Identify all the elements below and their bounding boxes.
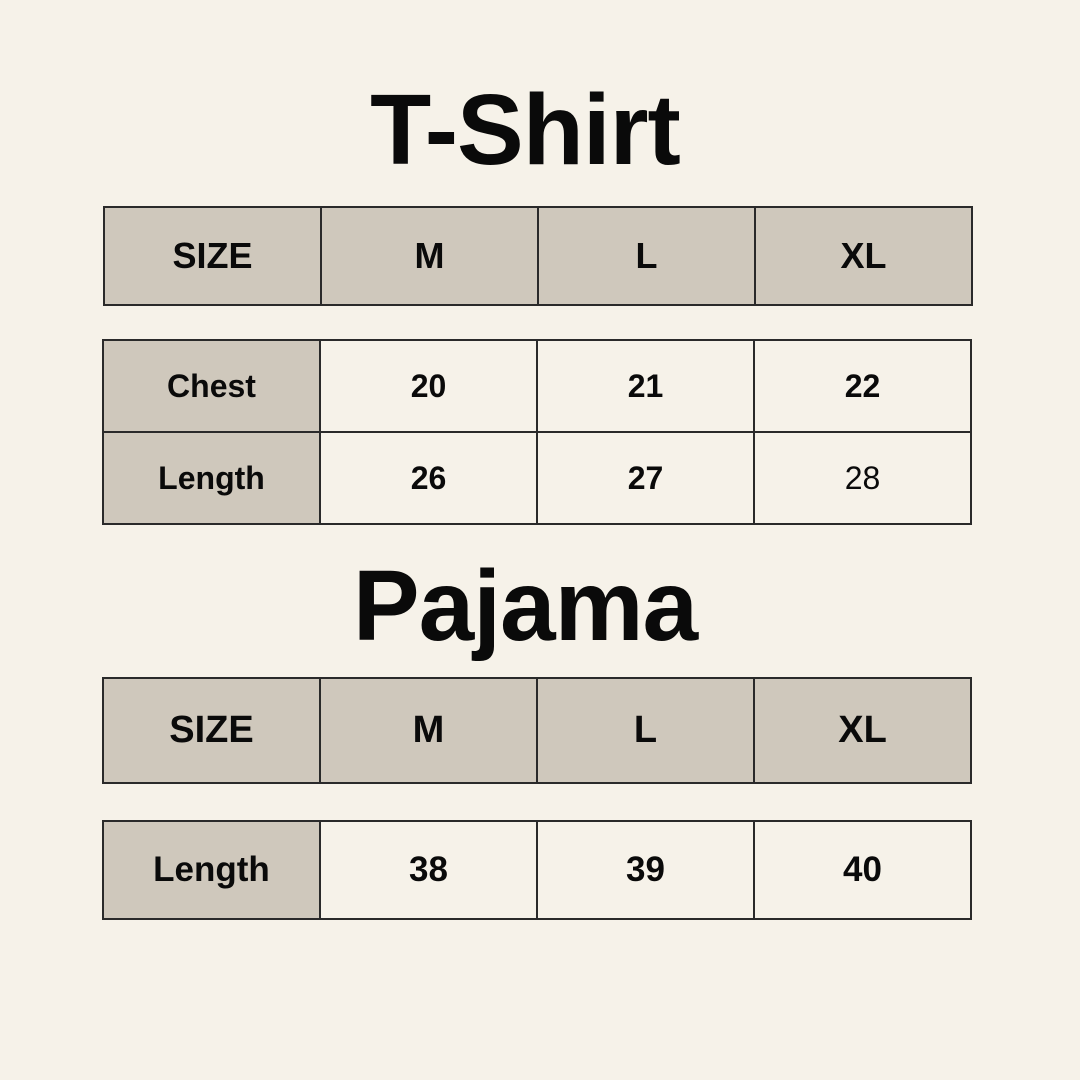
value-cell: 26 (319, 431, 538, 525)
tshirt-size-header-table: SIZE M L XL (103, 206, 973, 306)
table-row: Chest 20 21 22 (102, 339, 972, 433)
table-row: Length 38 39 40 (102, 820, 972, 920)
value-cell: 21 (536, 339, 755, 433)
value-cell: 38 (319, 820, 538, 920)
row-label: Length (102, 431, 321, 525)
row-label: Length (102, 820, 321, 920)
header-cell: XL (753, 677, 972, 784)
header-cell: M (319, 677, 538, 784)
tshirt-measurements-table: Chest 20 21 22 Length 26 27 28 (102, 339, 972, 525)
header-cell: L (537, 206, 756, 306)
value-cell: 39 (536, 820, 755, 920)
value-cell: 22 (753, 339, 972, 433)
table-row: SIZE M L XL (103, 206, 973, 306)
header-cell: L (536, 677, 755, 784)
value-cell: 20 (319, 339, 538, 433)
pajama-measurements-table: Length 38 39 40 (102, 820, 972, 920)
value-cell: 27 (536, 431, 755, 525)
header-cell: SIZE (102, 677, 321, 784)
header-cell: XL (754, 206, 973, 306)
tshirt-title: T-Shirt (370, 74, 681, 186)
header-cell: M (320, 206, 539, 306)
pajama-size-header-table: SIZE M L XL (102, 677, 972, 784)
header-cell: SIZE (103, 206, 322, 306)
value-cell: 28 (753, 431, 972, 525)
table-row: SIZE M L XL (102, 677, 972, 784)
row-label: Chest (102, 339, 321, 433)
value-cell: 40 (753, 820, 972, 920)
table-row: Length 26 27 28 (102, 431, 972, 525)
pajama-title: Pajama (352, 550, 698, 662)
